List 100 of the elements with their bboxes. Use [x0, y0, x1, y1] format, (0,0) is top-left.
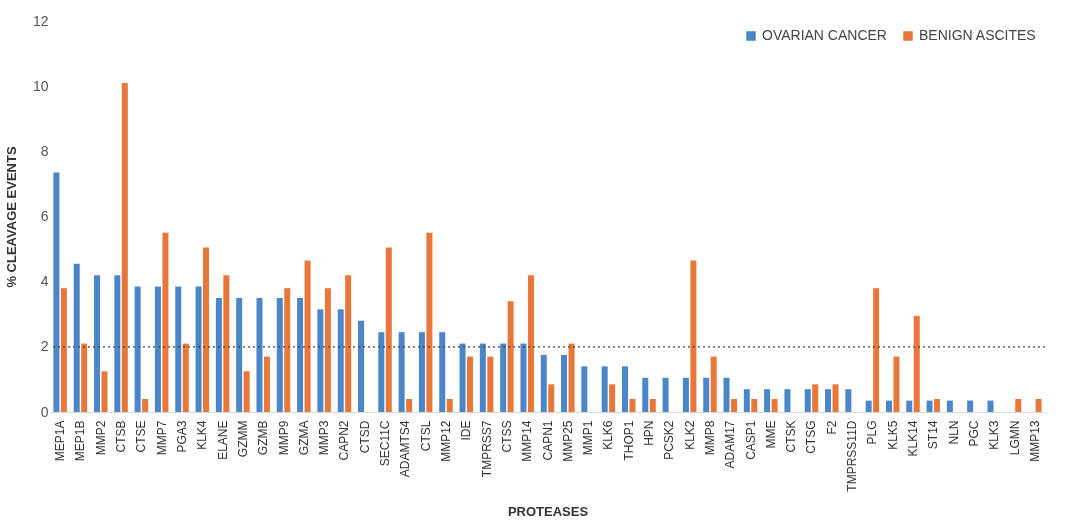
x-tick-label: MMP25 — [560, 420, 575, 462]
x-axis-title: PROTEASES — [507, 503, 589, 519]
bar — [710, 356, 717, 412]
bar — [906, 400, 913, 412]
bar — [406, 398, 413, 412]
bar — [479, 343, 486, 412]
x-tick-label: MMP2 — [93, 420, 108, 456]
x-tick-label: HPN — [642, 420, 657, 446]
bar — [317, 309, 324, 412]
bar — [154, 286, 161, 412]
x-tick-label: MMP9 — [276, 420, 291, 456]
bar — [60, 288, 67, 412]
bar — [1015, 398, 1022, 412]
x-tick-label: IDE — [459, 420, 474, 441]
bar — [548, 384, 555, 412]
y-tick-label: 10 — [32, 77, 49, 94]
bar — [885, 400, 892, 412]
bar — [276, 297, 283, 412]
bar — [873, 288, 880, 412]
x-tick-label: MMP13 — [1027, 420, 1042, 462]
bar — [946, 400, 953, 412]
bar — [418, 332, 425, 412]
bar — [987, 400, 994, 412]
x-tick-label: GZMM — [235, 420, 250, 458]
bar — [81, 343, 88, 412]
x-tick-label: MMP7 — [154, 420, 169, 456]
bar — [297, 297, 304, 412]
bar — [53, 172, 60, 412]
x-tick-label: ADAM17 — [723, 420, 738, 469]
x-tick-label: ST14 — [926, 420, 941, 450]
bar — [561, 354, 568, 412]
x-tick-label: NLN — [946, 420, 961, 445]
bar — [337, 309, 344, 412]
x-tick-label: CTSB — [114, 420, 129, 453]
bar — [500, 343, 507, 412]
bar — [236, 297, 243, 412]
x-tick-label: MMP12 — [438, 420, 453, 462]
x-tick-label: GZMA — [296, 420, 311, 456]
bar — [398, 332, 405, 412]
bar — [114, 275, 121, 412]
bar — [175, 286, 182, 412]
x-tick-label: TMPRSS7 — [479, 420, 494, 478]
bar — [913, 315, 920, 412]
bar — [642, 377, 649, 412]
bar — [771, 398, 778, 412]
bar — [385, 247, 392, 412]
x-tick-label: CASP1 — [743, 420, 758, 460]
y-tick-label: 12 — [32, 12, 49, 29]
bar — [865, 400, 872, 412]
bar — [581, 366, 588, 412]
bar — [764, 389, 771, 412]
bar — [751, 398, 758, 412]
bar — [467, 356, 474, 412]
y-axis-title: % CLEAVAGE EVENTS — [3, 146, 19, 288]
bar — [649, 398, 656, 412]
x-tick-label: KLK5 — [885, 420, 900, 450]
bar — [134, 286, 141, 412]
bar — [195, 286, 202, 412]
bar — [426, 232, 433, 412]
bar — [94, 275, 101, 412]
x-tick-label: CTSD — [357, 420, 372, 454]
x-tick-label: CTSS — [499, 420, 514, 453]
bar — [487, 356, 494, 412]
bar — [73, 263, 80, 412]
legend-label: BENIGN ASCITES — [919, 27, 1036, 43]
x-tick-label: ADAMTS4 — [398, 420, 413, 478]
bar — [446, 398, 453, 412]
bar — [832, 384, 839, 412]
x-tick-label: MMP8 — [702, 420, 717, 456]
x-tick-label: MMP1 — [581, 420, 596, 456]
bar — [256, 297, 263, 412]
x-tick-label: GZMB — [256, 420, 271, 456]
bar — [703, 377, 710, 412]
bar — [568, 343, 575, 412]
x-tick-label: CAPN2 — [337, 420, 352, 461]
bar — [215, 297, 222, 412]
bar — [243, 371, 250, 412]
legend-label: OVARIAN CANCER — [762, 27, 887, 43]
bar — [621, 366, 628, 412]
bar — [825, 389, 832, 412]
bar — [142, 398, 149, 412]
x-tick-label: KLK4 — [195, 420, 210, 450]
bar — [439, 332, 446, 412]
y-tick-label: 0 — [40, 403, 49, 420]
x-tick-label: CTSG — [804, 420, 819, 454]
bar — [662, 377, 669, 412]
bar — [926, 400, 933, 412]
bar — [162, 232, 169, 412]
bar — [893, 356, 900, 412]
bar — [629, 398, 636, 412]
x-tick-label: TMPRSS11D — [845, 420, 860, 492]
x-tick-label: PLG — [865, 420, 880, 445]
bar — [804, 389, 811, 412]
bar — [223, 275, 230, 412]
bar — [203, 247, 210, 412]
bar — [527, 275, 534, 412]
bar — [263, 356, 270, 412]
bar — [731, 398, 737, 412]
x-tick-label: MEP1A — [53, 420, 68, 462]
bar — [520, 343, 527, 412]
